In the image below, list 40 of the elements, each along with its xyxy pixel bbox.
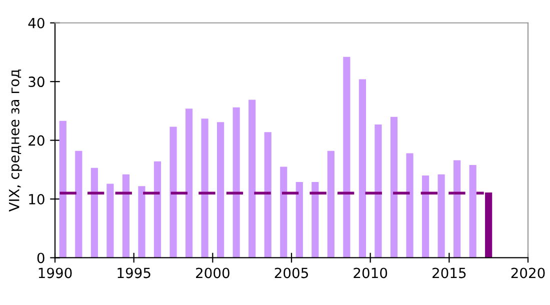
bar (296, 182, 303, 258)
bar (264, 132, 272, 258)
x-tick-label: 2020 (511, 268, 545, 278)
bar (232, 107, 240, 258)
bar (170, 126, 177, 258)
bar (59, 120, 66, 258)
y-tick-label: 20 (28, 135, 44, 146)
x-tick-label: 1990 (38, 268, 72, 278)
x-tick-label: 1995 (118, 268, 150, 278)
x-tick-label: 2010 (354, 268, 388, 278)
bar (201, 118, 208, 258)
y-tick-label: 0 (37, 252, 44, 264)
bar (90, 168, 98, 258)
bar (312, 182, 319, 258)
bar (154, 161, 162, 258)
bar (138, 186, 146, 258)
bar (390, 116, 398, 258)
x-tick-label: 2015 (432, 268, 466, 278)
bar (422, 176, 430, 258)
bar (185, 108, 193, 258)
bar (327, 150, 334, 258)
bar (280, 166, 288, 258)
bar (122, 174, 130, 258)
y-axis-title: VIX, среднее за год (9, 70, 22, 212)
y-tick-label: 10 (29, 194, 44, 204)
bar (217, 122, 224, 258)
y-tick-label: 40 (28, 18, 44, 28)
x-tick-label: 2000 (196, 268, 230, 278)
bar (374, 124, 382, 258)
bar (438, 174, 445, 258)
y-tick-label: 30 (28, 76, 44, 88)
bar (106, 184, 114, 258)
x-tick-label: 2005 (274, 268, 308, 278)
bar (454, 160, 461, 258)
bar (343, 56, 350, 258)
bar (75, 150, 82, 258)
bar (358, 79, 366, 258)
bar (469, 164, 476, 258)
bar (248, 100, 256, 258)
bar (406, 153, 414, 258)
